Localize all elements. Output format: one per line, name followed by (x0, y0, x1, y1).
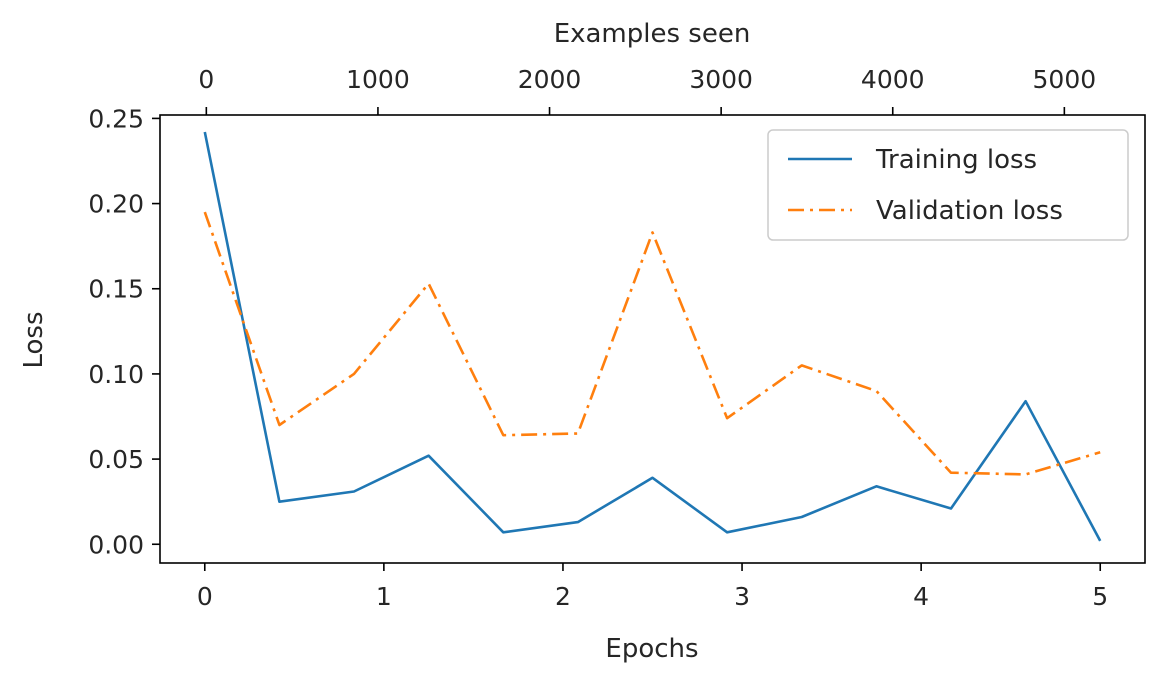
legend-label-training-loss: Training loss (875, 145, 1037, 175)
x2-axis-title: Examples seen (554, 19, 751, 49)
y-tick-label: 0.10 (88, 360, 144, 389)
x2-tick-label: 2000 (518, 65, 582, 94)
y-tick-label: 0.20 (88, 190, 144, 219)
x2-tick-label: 1000 (346, 65, 410, 94)
x2-tick-label: 3000 (689, 65, 753, 94)
legend-label-validation-loss: Validation loss (876, 196, 1063, 226)
axes-ticks: 0 1 2 3 4 5 0 1000 2000 3000 4000 5000 0.00 0.05 0.10 0… (88, 65, 1108, 611)
x-tick-label: 2 (555, 582, 571, 611)
y-tick-label: 0.25 (88, 104, 144, 133)
x-tick-label: 3 (734, 582, 750, 611)
legend: Training loss Validation loss (767, 129, 1129, 241)
x-tick-label: 4 (913, 582, 929, 611)
x2-tick-label: 4000 (861, 65, 925, 94)
x-axis-title: Epochs (605, 634, 698, 664)
y-tick-label: 0.05 (88, 445, 144, 474)
x2-tick-label: 0 (198, 65, 214, 94)
x-tick-label: 5 (1092, 582, 1108, 611)
plot-frame (159, 114, 1146, 564)
y-tick-label: 0.00 (88, 530, 144, 559)
series-line-training-loss (203, 131, 1102, 542)
x-tick-label: 1 (376, 582, 392, 611)
series-line-validation-loss (203, 211, 1101, 476)
x-tick-label: 0 (197, 582, 213, 611)
y-axis-title: Loss (19, 311, 49, 368)
y-tick-label: 0.15 (88, 275, 144, 304)
x2-tick-label: 5000 (1033, 65, 1097, 94)
series-lines (203, 131, 1102, 542)
legend-frame (767, 129, 1129, 241)
